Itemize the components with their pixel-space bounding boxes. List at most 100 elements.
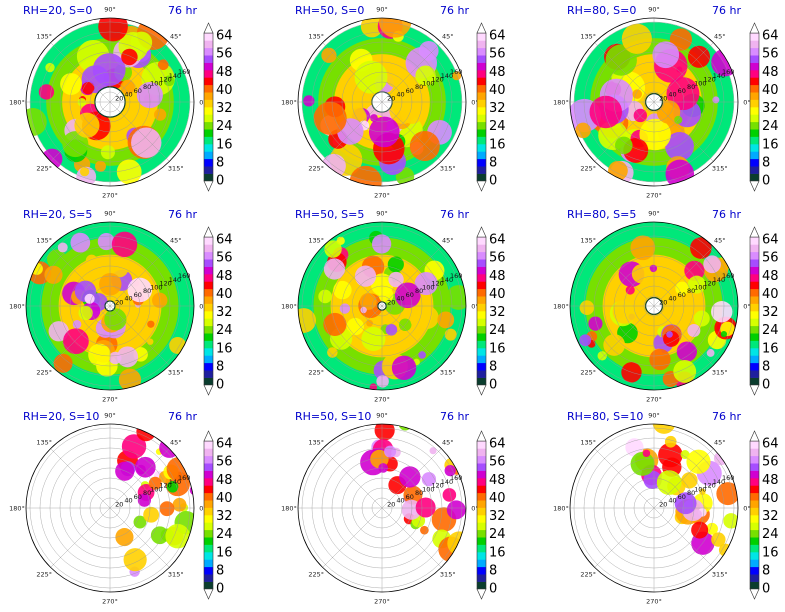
radial-tick-label: 80 bbox=[415, 83, 423, 91]
colorbar-tick-label: 8 bbox=[489, 563, 497, 578]
colorbar-tick-label: 40 bbox=[762, 287, 779, 302]
radial-tick-label: 40 bbox=[396, 91, 404, 99]
polar-panel: 0°45°90°135°180°225°270°315°20 40 60 801001… bbox=[281, 208, 505, 404]
colorbar-segment bbox=[204, 114, 213, 123]
polar-grid bbox=[570, 18, 738, 186]
panel-time: 76 hr bbox=[440, 208, 469, 221]
colorbar-segment bbox=[204, 529, 213, 538]
radial-tick-label: 160 bbox=[722, 68, 734, 76]
colorbar-segment bbox=[204, 485, 213, 494]
colorbar-segment bbox=[750, 296, 759, 304]
colorbar-tick-label: 24 bbox=[762, 527, 779, 542]
reflectivity-cell bbox=[649, 264, 658, 273]
colorbar-segment bbox=[204, 33, 213, 41]
reflectivity-cell bbox=[333, 280, 352, 300]
colorbar-segment bbox=[750, 55, 759, 63]
reflectivity-cell bbox=[374, 424, 395, 441]
reflectivity-cell bbox=[410, 314, 423, 327]
colorbar-tick-label: 40 bbox=[762, 491, 779, 506]
polar-panel: 0°45°90°135°180°225°270°315°20 40 60 801001… bbox=[9, 208, 232, 404]
colorbar-tick-label: 48 bbox=[216, 65, 233, 80]
radial-tick-label: 20 bbox=[387, 298, 395, 306]
radial-tick-label: 140 bbox=[441, 72, 453, 80]
reflectivity-cell bbox=[656, 100, 681, 124]
radial-tick-label: 20 bbox=[115, 298, 123, 306]
radial-tick-label: 80 bbox=[415, 489, 423, 497]
colorbar-segment bbox=[477, 507, 486, 516]
radial-tick-label: 20 bbox=[387, 500, 395, 508]
colorbar-segment bbox=[750, 566, 759, 575]
colorbar-segment bbox=[204, 62, 213, 71]
colorbar-tick-label: 16 bbox=[489, 341, 506, 356]
angle-tick-label: 180° bbox=[553, 99, 569, 107]
radial-tick-label: 40 bbox=[124, 295, 132, 303]
panel-title: RH=20, S=5 bbox=[23, 208, 92, 221]
colorbar-segment bbox=[204, 303, 213, 312]
colorbar-tick-label: 16 bbox=[216, 137, 233, 152]
colorbar-tick-label: 8 bbox=[216, 563, 224, 578]
colorbar-segment bbox=[750, 144, 759, 152]
colorbar-segment bbox=[477, 237, 486, 245]
radial-tick-label: 40 bbox=[668, 497, 676, 505]
reflectivity-cell bbox=[327, 347, 338, 358]
reflectivity-cell bbox=[99, 272, 122, 296]
colorbar-segment bbox=[204, 537, 213, 545]
angular-gridline bbox=[381, 101, 442, 162]
panel-time: 76 hr bbox=[440, 4, 469, 17]
radial-tick-label: 40 bbox=[396, 497, 404, 505]
angular-gridline bbox=[50, 305, 111, 366]
reflectivity-cell bbox=[665, 159, 695, 186]
angle-tick-label: 180° bbox=[281, 303, 297, 311]
colorbar-segment bbox=[750, 266, 759, 275]
colorbar-tick-label: 64 bbox=[489, 29, 506, 44]
colorbar-tick-label: 64 bbox=[762, 233, 779, 248]
angle-tick-label: 90° bbox=[648, 6, 660, 14]
colorbar-segment bbox=[204, 129, 213, 137]
colorbar-tick-label: 32 bbox=[216, 509, 233, 524]
angle-tick-label: 90° bbox=[648, 210, 660, 218]
reflectivity-cell bbox=[399, 466, 421, 488]
colorbar-segment bbox=[750, 251, 759, 260]
colorbar-segment bbox=[477, 362, 486, 371]
angular-gridline bbox=[653, 101, 714, 162]
colorbar-segment bbox=[750, 114, 759, 123]
reflectivity-cell bbox=[47, 249, 67, 270]
colorbar-segment bbox=[750, 325, 759, 334]
angular-gridline bbox=[653, 448, 714, 509]
radial-tick-label: 40 bbox=[668, 91, 676, 99]
radial-tick-label: 140 bbox=[169, 276, 181, 284]
reflectivity-cell bbox=[360, 306, 367, 314]
radial-tick-label: 60 bbox=[678, 291, 686, 299]
angle-tick-label: 135° bbox=[36, 439, 52, 447]
colorbar-tick-label: 48 bbox=[762, 65, 779, 80]
angle-tick-label: 180° bbox=[553, 303, 569, 311]
reflectivity-cell bbox=[452, 71, 462, 81]
radial-tick-label: 60 bbox=[406, 87, 414, 95]
reflectivity-cell bbox=[323, 312, 347, 336]
angle-tick-label: 270° bbox=[102, 598, 118, 606]
reflectivity-cell bbox=[597, 351, 607, 361]
angle-tick-label: 315° bbox=[440, 570, 456, 578]
reflectivity-cell bbox=[385, 65, 408, 88]
reflectivity-cell bbox=[98, 18, 128, 42]
angle-tick-label: 315° bbox=[440, 368, 456, 376]
reflectivity-cell bbox=[711, 532, 726, 547]
radial-tick-label: 100 bbox=[694, 79, 706, 87]
angular-gridline bbox=[109, 305, 170, 366]
reflectivity-cell bbox=[612, 299, 637, 324]
reflectivity-cell bbox=[45, 62, 55, 73]
reflectivity-cell bbox=[673, 360, 697, 383]
colorbar-segment bbox=[477, 455, 486, 464]
polar-frame bbox=[25, 423, 195, 593]
angle-tick-label: 315° bbox=[712, 570, 728, 578]
angle-tick-label: 90° bbox=[104, 6, 116, 14]
reflectivity-cell bbox=[442, 488, 457, 502]
reflectivity-cell bbox=[78, 305, 93, 321]
reflectivity-cell bbox=[579, 334, 592, 347]
radial-tick-label: 140 bbox=[713, 72, 725, 80]
angle-tick-label: 315° bbox=[168, 570, 184, 578]
reflectivity-cell bbox=[391, 355, 417, 380]
colorbar-segment bbox=[750, 574, 759, 582]
reflectivity-cell bbox=[588, 316, 603, 331]
radial-tick-label: 60 bbox=[406, 291, 414, 299]
